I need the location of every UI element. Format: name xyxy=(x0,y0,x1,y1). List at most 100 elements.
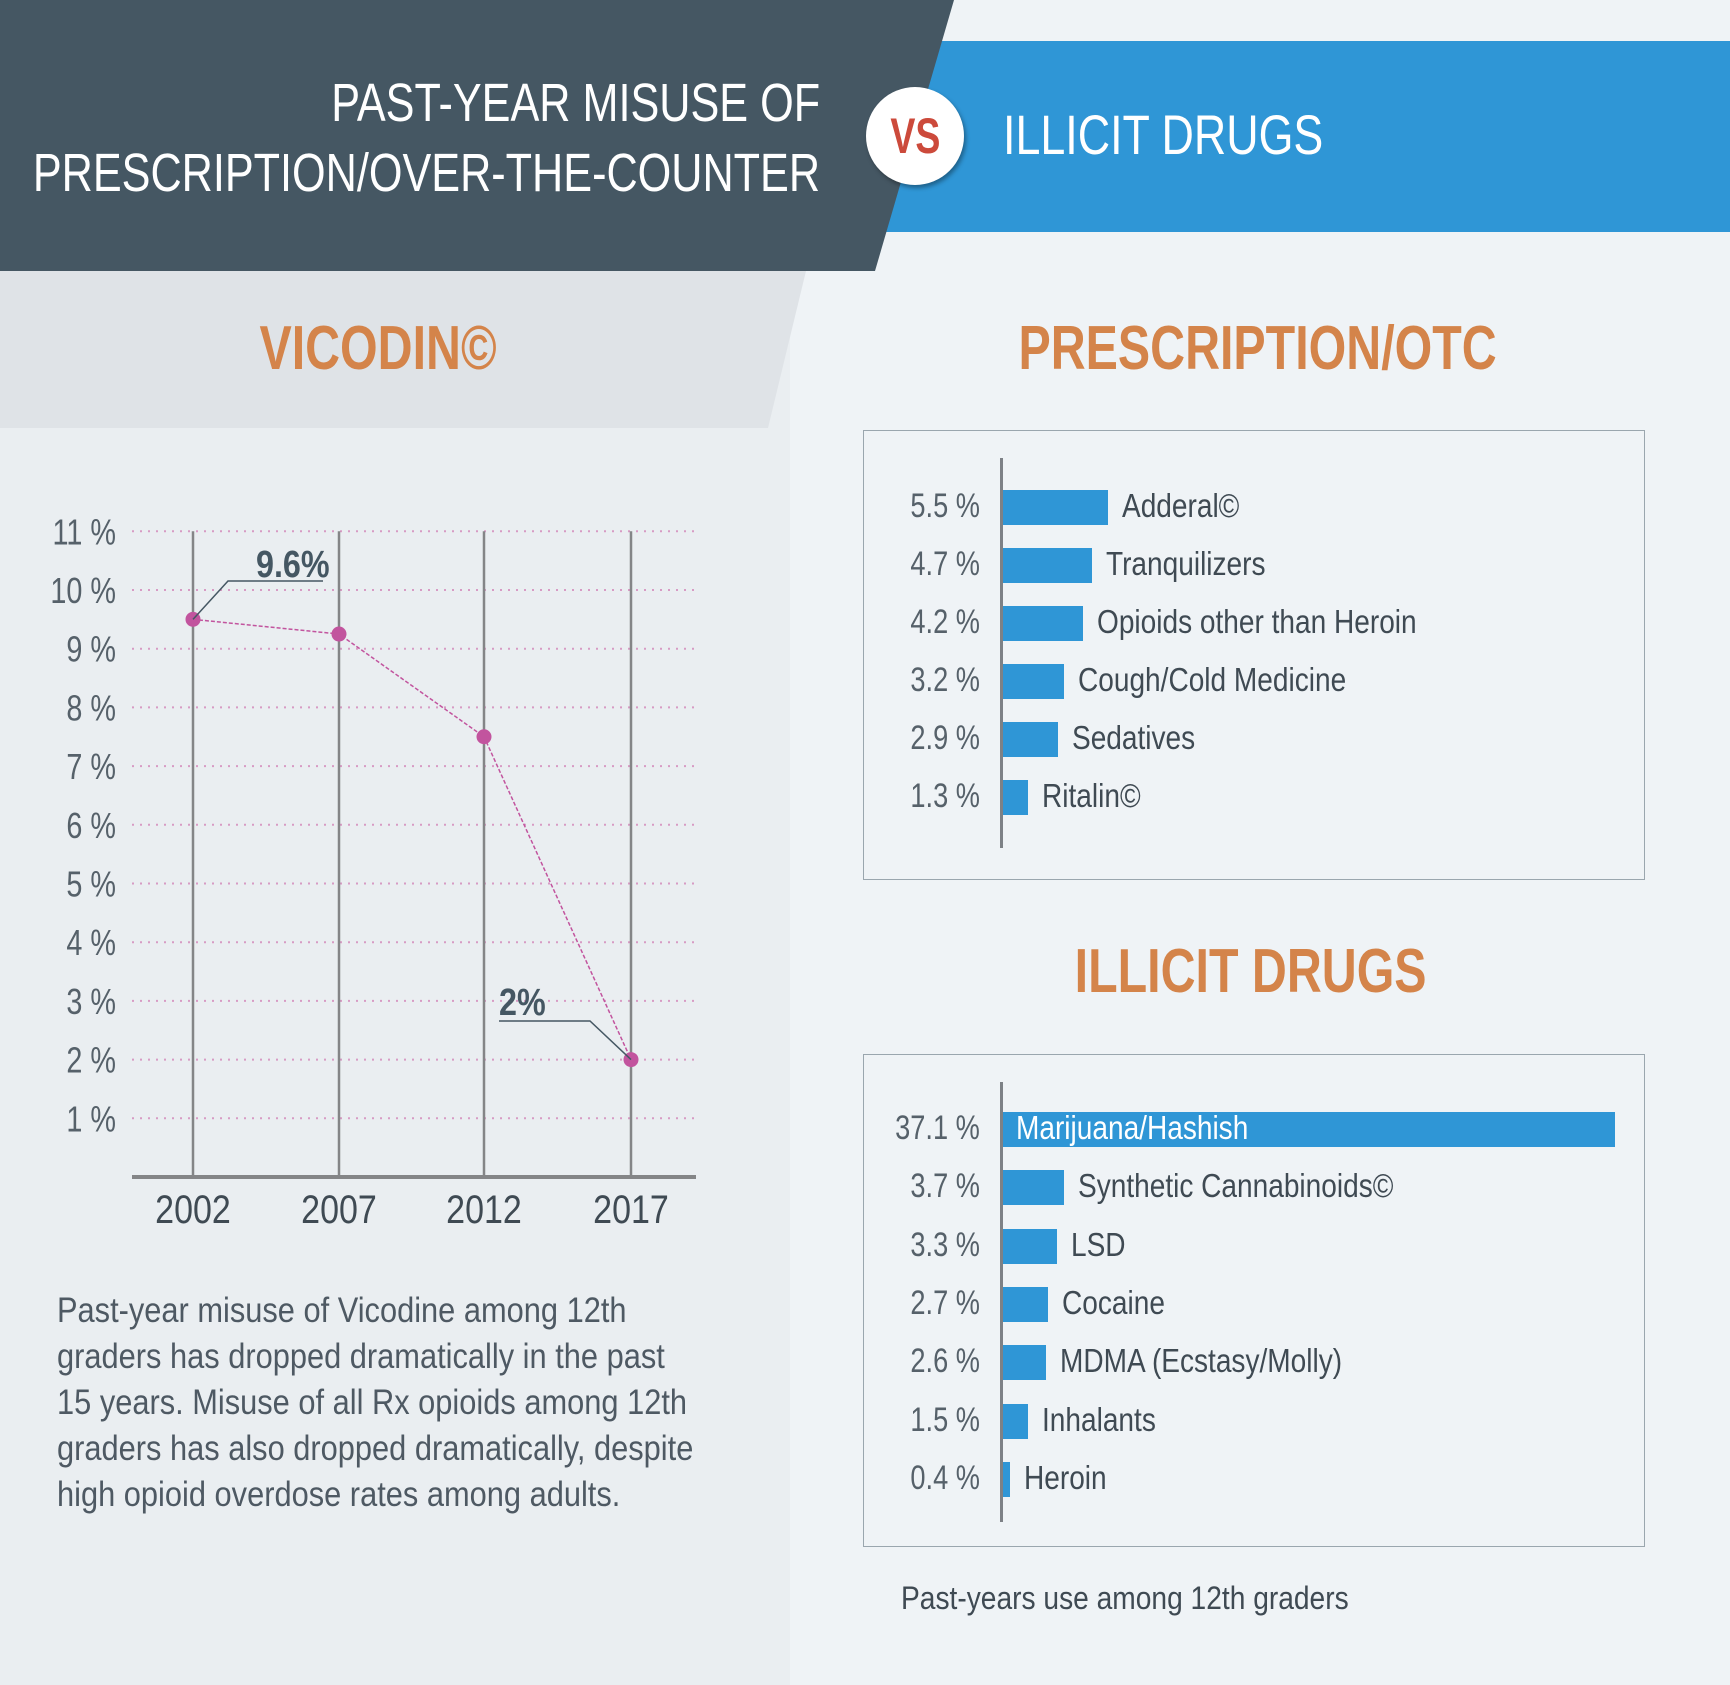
vs-badge: VS xyxy=(866,87,964,185)
y-tick-label: 8 % xyxy=(66,687,116,728)
bar-category-text: Cough/Cold Medicine xyxy=(1077,661,1346,698)
bar-value-text: 2.6 % xyxy=(910,1342,980,1381)
y-tick-label: 3 % xyxy=(66,981,116,1022)
bar-value-text: 2.7 % xyxy=(910,1283,980,1322)
bar-value-label: 2.9 % xyxy=(870,719,980,758)
y-tick-label: 6 % xyxy=(66,805,116,846)
illicit-title: ILLICIT DRUGS xyxy=(951,936,1551,1007)
bar-value-label: 3.3 % xyxy=(870,1226,980,1265)
bar-value-text: 5.5 % xyxy=(910,487,980,525)
y-tick-label: 11 % xyxy=(53,511,116,552)
bar-axis xyxy=(1000,458,1003,848)
left-header-title: PAST-YEAR MISUSE OF PRESCRIPTION/OVER-TH… xyxy=(0,68,820,208)
bar-category-label: Ritalin© xyxy=(1042,777,1158,815)
bar-value-text: 2.9 % xyxy=(910,719,980,757)
x-tick-label: 2007 xyxy=(301,1186,377,1231)
prescription-title: PRESCRIPTION/OTC xyxy=(951,313,1551,384)
bar-category-label: LSD xyxy=(1071,1226,1135,1264)
data-point xyxy=(331,626,347,642)
bar-category-label: Cough/Cold Medicine xyxy=(1078,661,1394,699)
bar-value-label: 0.4 % xyxy=(870,1459,980,1498)
x-tick-label: 2012 xyxy=(446,1186,522,1231)
bar-category-text: Ritalin© xyxy=(1041,777,1141,814)
bar-value-text: 37.1 % xyxy=(895,1109,980,1147)
bar-category-text: Inhalants xyxy=(1041,1400,1156,1438)
bar-category-text: Sedatives xyxy=(1072,719,1196,756)
bar-value-label: 37.1 % xyxy=(870,1109,980,1148)
bar-category-label: Sedatives xyxy=(1072,719,1217,757)
bar-category-label: Heroin xyxy=(1024,1459,1121,1497)
bar-category-label: Marijuana/Hashish xyxy=(1016,1109,1289,1147)
data-point xyxy=(476,729,492,745)
bar-category-text: Heroin xyxy=(1023,1458,1107,1496)
bar-axis xyxy=(1000,1082,1003,1522)
y-tick-label: 10 % xyxy=(50,570,116,611)
bar-category-text: Adderal© xyxy=(1121,487,1239,524)
vicodin-description-text: Past-year misuse of Vicodine among 12th … xyxy=(57,1291,694,1514)
annotation-label: 2% xyxy=(499,982,546,1024)
bar-category-text: Synthetic Cannabinoids© xyxy=(1078,1167,1394,1205)
y-tick-label: 4 % xyxy=(66,922,116,963)
bar-category-label: Synthetic Cannabinoids© xyxy=(1078,1167,1449,1205)
bar-value-label: 3.2 % xyxy=(870,661,980,700)
footnote-text: Past-years use among 12th graders xyxy=(901,1580,1349,1616)
bar xyxy=(1003,1461,1010,1497)
bar-value-text: 0.4 % xyxy=(910,1458,980,1497)
bar xyxy=(1003,780,1028,815)
illicit-title-text: ILLICIT DRUGS xyxy=(1075,937,1427,1006)
bar-category-text: LSD xyxy=(1071,1225,1127,1263)
header-line-2: PRESCRIPTION/OVER-THE-COUNTER xyxy=(32,143,820,203)
vicodin-line-chart: 1 % 2 % 3 % 4 % 5 % 6 % 7 % 8 % 9 % 10 % 11 % 2002 2… xyxy=(50,511,696,1232)
prescription-bar-chart: 5.5 % Adderal© 4.7 % Tranquilizers 4.2 % Opio… xyxy=(863,430,1645,880)
series-line xyxy=(192,618,632,1060)
header-line-1: PAST-YEAR MISUSE OF xyxy=(331,73,820,133)
bar-value-label: 4.2 % xyxy=(870,603,980,642)
left-header-band xyxy=(0,0,954,271)
bar xyxy=(1003,1170,1065,1206)
bar xyxy=(1003,664,1064,699)
bar-value-label: 3.7 % xyxy=(870,1167,980,1206)
bar-value-label: 2.6 % xyxy=(870,1342,980,1381)
bar-category-text: MDMA (Ecstasy/Molly) xyxy=(1059,1342,1342,1380)
bar xyxy=(1003,548,1093,583)
annotation-leader xyxy=(192,580,323,620)
y-tick-label: 9 % xyxy=(66,629,116,670)
bar-category-text: Marijuana/Hashish xyxy=(1016,1109,1249,1146)
vicodin-description: Past-year misuse of Vicodine among 12th … xyxy=(57,1288,697,1518)
bar-category-label: Tranquilizers xyxy=(1106,545,1294,583)
bar xyxy=(1003,1403,1028,1439)
bar xyxy=(1003,1112,1616,1147)
y-tick-label: 5 % xyxy=(66,863,116,904)
bar-category-text: Cocaine xyxy=(1061,1283,1165,1321)
bar-value-text: 3.3 % xyxy=(910,1225,980,1264)
bar-value-text: 1.5 % xyxy=(910,1400,980,1439)
illicit-footnote: Past-years use among 12th graders xyxy=(901,1580,1410,1617)
annotation-leader xyxy=(499,1020,632,1061)
bar-value-text: 4.2 % xyxy=(910,603,980,641)
bar-value-text: 3.2 % xyxy=(910,661,980,699)
vs-text: VS xyxy=(889,108,941,164)
illicit-header-band xyxy=(880,41,1730,232)
bar-value-text: 4.7 % xyxy=(910,545,980,583)
bar-category-label: Adderal© xyxy=(1122,487,1260,525)
bar-value-label: 4.7 % xyxy=(870,545,980,584)
bar xyxy=(1003,1228,1058,1264)
bar xyxy=(1003,1345,1046,1381)
vicodin-title-band xyxy=(0,271,806,428)
bar-category-label: Inhalants xyxy=(1042,1401,1176,1439)
bar-value-label: 5.5 % xyxy=(870,487,980,526)
bar xyxy=(1003,722,1059,757)
bar-category-text: Opioids other than Heroin xyxy=(1096,603,1417,640)
bar xyxy=(1003,1286,1048,1322)
illicit-bar-chart: 37.1 % Marijuana/Hashish 3.7 % Synthetic Ca… xyxy=(863,1054,1645,1547)
right-header-title: ILLICIT DRUGS xyxy=(1003,102,1403,167)
vicodin-title-text: VICODIN© xyxy=(259,314,497,383)
bar xyxy=(1003,490,1108,525)
right-header-text: ILLICIT DRUGS xyxy=(1003,103,1324,166)
annotation-label: 9.6% xyxy=(256,544,330,586)
bar xyxy=(1003,606,1083,641)
left-panel xyxy=(0,271,790,1685)
vicodin-title: VICODIN© xyxy=(128,313,628,384)
bar-value-label: 2.7 % xyxy=(870,1284,980,1323)
